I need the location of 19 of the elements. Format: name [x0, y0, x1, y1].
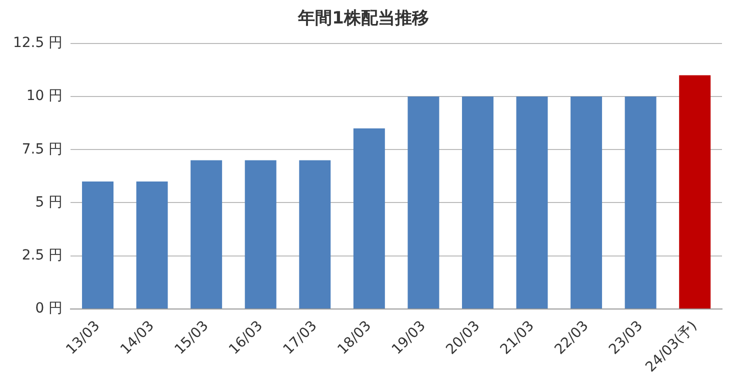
bar: [462, 96, 494, 308]
bar: [299, 160, 331, 308]
y-tick-label: 0 円: [35, 300, 63, 317]
bar: [570, 96, 602, 308]
bar: [244, 160, 276, 308]
bar: [82, 181, 114, 308]
y-tick-label: 5 円: [35, 194, 63, 210]
y-tick-label: 12.5 円: [12, 35, 63, 52]
bar: [190, 160, 222, 308]
bar: [136, 181, 168, 308]
bar: [624, 96, 656, 308]
bar: [679, 75, 711, 308]
bar: [516, 96, 548, 308]
y-tick-label: 7.5 円: [22, 141, 63, 158]
y-tick-label: 2.5 円: [22, 247, 63, 264]
bar: [408, 96, 440, 308]
bar: [353, 128, 385, 308]
chart-title: 年間1株配当推移: [297, 8, 429, 29]
y-tick-label: 10 円: [26, 88, 63, 104]
